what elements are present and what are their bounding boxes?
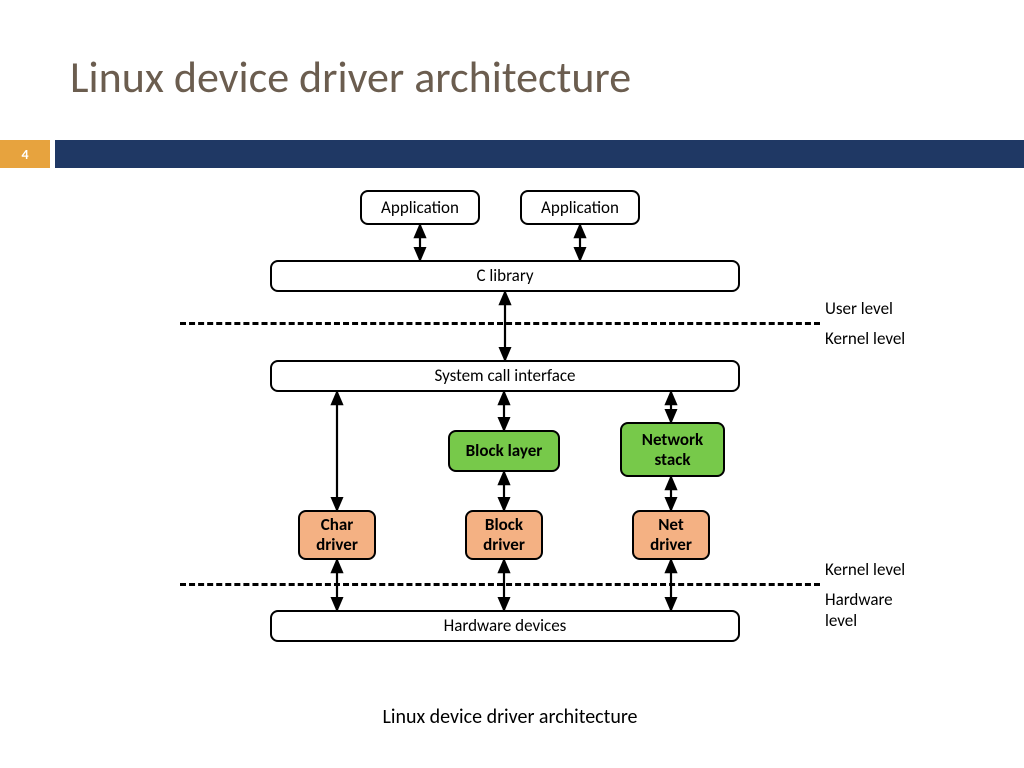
page-number-badge: 4	[0, 140, 50, 168]
node-clib: C library	[270, 260, 740, 292]
node-app2: Application	[520, 190, 640, 225]
node-netstack: Networkstack	[620, 422, 725, 477]
divider-label-below-0: Kernel level	[825, 328, 905, 349]
node-netdrv: Netdriver	[632, 510, 710, 560]
architecture-diagram: Application Application C library System ca…	[0, 180, 1024, 720]
slide-title: Linux device driver architecture	[70, 50, 631, 104]
divider-0	[180, 322, 820, 325]
node-blocklyr: Block layer	[448, 430, 560, 472]
node-chardrv: Chardriver	[298, 510, 376, 560]
node-app1: Application	[360, 190, 480, 225]
divider-label-above-0: User level	[825, 298, 893, 319]
divider-1	[180, 583, 820, 586]
title-stripe	[55, 140, 1024, 168]
node-hw: Hardware devices	[270, 610, 740, 642]
divider-label-above-1: Kernel level	[825, 559, 905, 580]
node-blockdrv: Blockdriver	[465, 510, 543, 560]
divider-label-below-1: Hardwarelevel	[825, 589, 893, 631]
node-syscall: System call interface	[270, 360, 740, 392]
diagram-caption: Linux device driver architecture	[320, 705, 700, 729]
